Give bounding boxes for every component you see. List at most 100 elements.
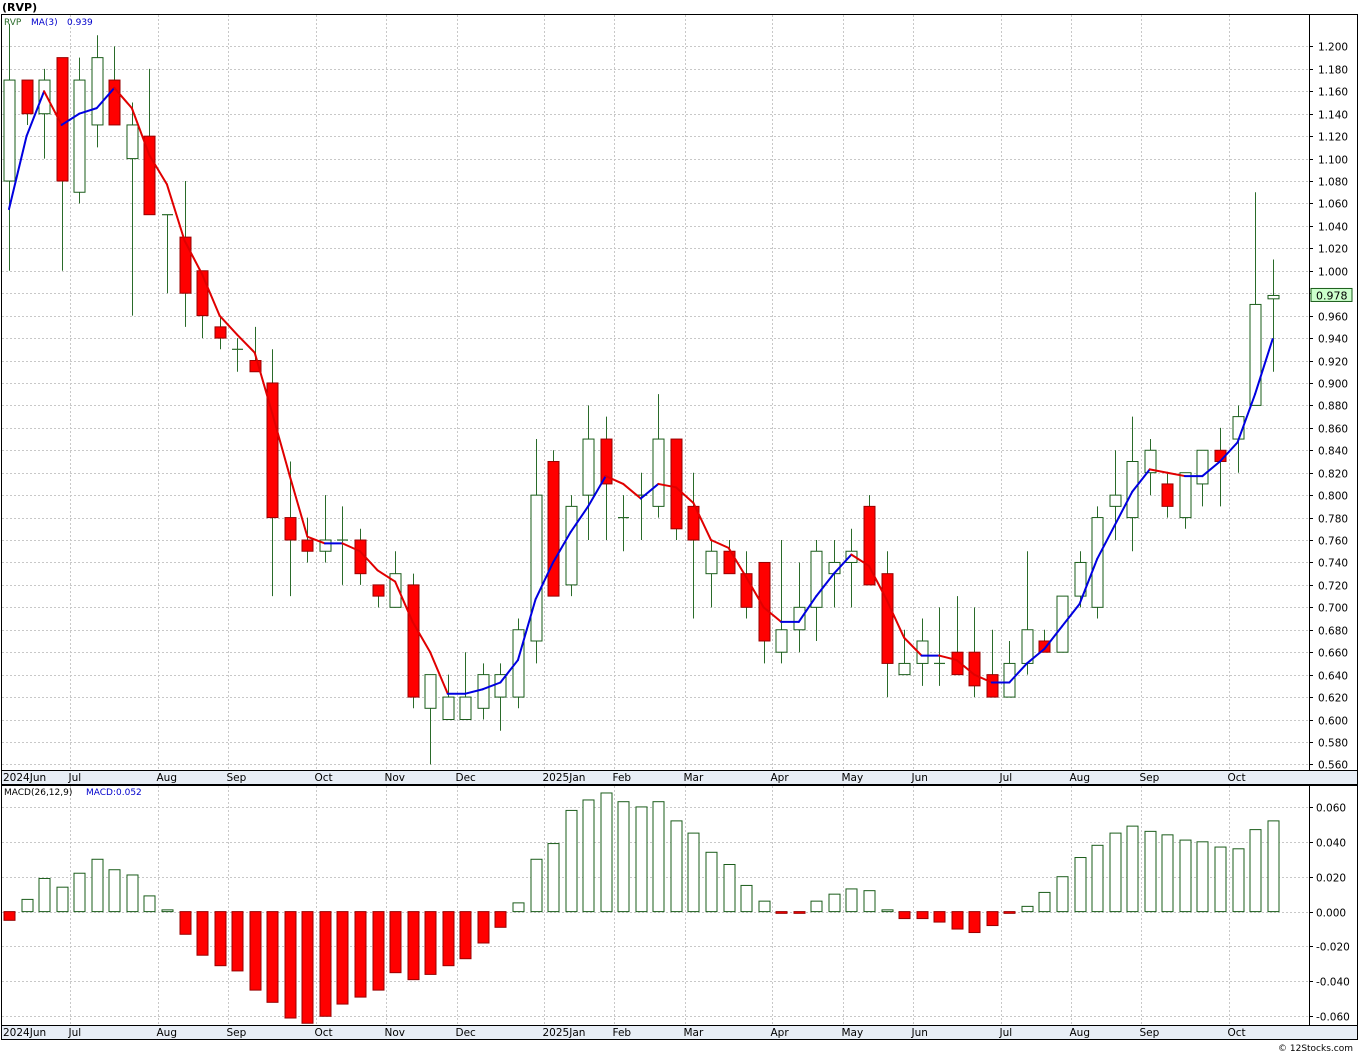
ma3-segment [552,531,572,564]
price-x-tick-label: Oct [315,772,333,784]
candle-down [740,573,753,608]
candle-up [442,696,455,721]
candle-up [1003,662,1016,698]
macd-bar-negative [196,911,209,956]
price-y-tick-label: 1.160 [1318,87,1348,99]
ma3-segment [394,580,414,623]
macd-bar-positive [1074,857,1087,913]
macd-bar-positive [161,909,174,913]
price-y-tick-label: 0.600 [1318,716,1348,728]
macd-x-tick-label: Jul [68,1027,82,1039]
ma3-segment [1218,441,1239,463]
copyright-footer: © 12Stocks.com [1278,1044,1353,1054]
price-y-tick-label: 0.720 [1318,581,1348,593]
candlestick-series [3,23,1280,765]
macd-bar-positive [600,792,613,913]
price-y-tick-label: 0.880 [1318,401,1348,413]
macd-bar-positive [1196,841,1209,913]
ma3-segment [1201,460,1221,478]
macd-x-tick-label: Jul [999,1027,1013,1039]
candle-down [968,651,981,687]
price-y-tick-label: 0.560 [1318,760,1348,772]
price-y-tick-label: 1.020 [1318,244,1348,256]
price-y-tick-label: 0.860 [1318,424,1348,436]
ma3-segment [604,475,625,485]
macd-x-tick-label: Jun [911,1027,928,1039]
ma3-segment [113,86,133,110]
candle-up [652,438,665,507]
macd-bar-negative [372,911,385,991]
price-legend-ma-value: 0.939 [67,18,93,28]
macd-bar-negative [898,911,911,920]
macd-bar-positive [1214,846,1227,913]
ma3-segment [359,550,379,572]
macd-bar-negative [336,911,349,1005]
candle-up [565,505,578,586]
price-x-tick-label: Feb [613,772,632,784]
price-legend-symbol: RVP [4,18,22,28]
candle-up [1126,460,1139,519]
macd-bar-positive [723,864,736,913]
ma3-segment [43,90,63,126]
macd-bar-negative [916,911,929,920]
ma3-segment [95,86,116,110]
macd-y-axis: -0.060 -0.040 -0.020 0.000 0.020 0.040 0.060 [1309,803,1350,1024]
ma3-segment [8,135,28,211]
price-y-tick-label: 1.040 [1318,222,1348,234]
macd-x-axis-strip [1,1025,1358,1040]
candle-down [284,517,297,541]
price-x-tick-label: 2025Jan [543,772,586,784]
macd-bar-positive [1056,876,1069,913]
ma3-segment [973,673,993,684]
ma3-segment [867,564,888,601]
macd-x-tick-label: May [842,1027,864,1039]
macd-x-tick-label: Apr [771,1027,790,1039]
macd-bar-positive [565,809,578,913]
candle-up [38,79,51,115]
price-y-tick-label: 0.680 [1318,626,1348,638]
ma3-segment [25,90,46,138]
macd-y-tick-label: -0.040 [1316,977,1350,989]
ma3-segment [710,539,730,549]
candle-up [126,124,139,160]
price-gridlines [2,15,1309,770]
price-x-tick-label: May [842,772,864,784]
macd-bar-negative [389,911,402,974]
price-x-tick-label: Sep [227,772,247,784]
ma3-segment [165,183,186,242]
macd-bar-negative [775,911,788,914]
ma3-segment [218,314,239,336]
ma3-segment [1113,490,1134,527]
macd-bar-negative [231,911,244,972]
ma3-segment [727,546,748,579]
macd-bar-positive [863,890,876,913]
candle-down [143,135,156,216]
macd-y-tick-label: -0.020 [1316,942,1350,954]
price-x-tick-label: Mar [684,772,704,784]
macd-y-tick-label: 0.040 [1316,838,1346,850]
last-price-box [1310,287,1353,302]
candle-down [1161,483,1174,507]
macd-bar-positive [1021,905,1034,913]
macd-bar-positive [617,801,630,913]
macd-bar-positive [21,898,34,913]
macd-y-tick-label: 0.060 [1316,803,1346,815]
candle-up [1091,517,1104,608]
ma3-segment [499,659,519,684]
candle-up [1267,294,1280,300]
price-y-tick-label: 1.000 [1318,267,1348,279]
candle-up [810,550,823,608]
candle-down [249,360,262,373]
macd-y-tick-label: 0.020 [1316,873,1346,885]
ma3-segment [516,598,537,662]
ma3-segment [955,659,976,676]
candle-down [951,651,964,676]
ma3-segment [745,576,765,609]
candle-up [1021,629,1034,664]
candle-down [407,584,420,698]
macd-bar-positive [1232,848,1245,913]
candle-down [301,539,314,552]
macd-bar-negative [986,911,999,927]
macd-bar-positive [530,858,543,913]
candle-down [108,79,121,126]
